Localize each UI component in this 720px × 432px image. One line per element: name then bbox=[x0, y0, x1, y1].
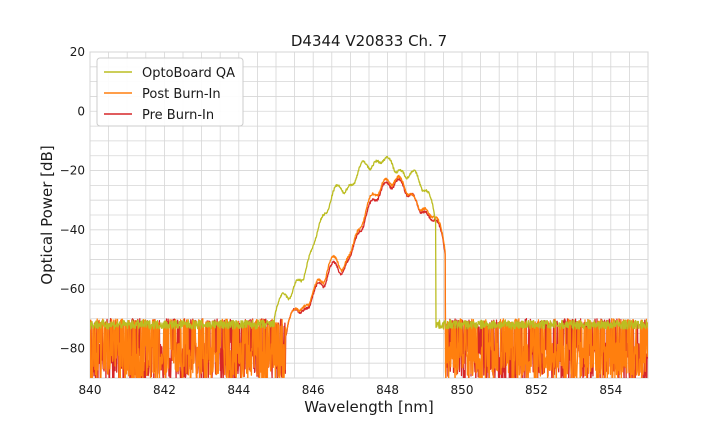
series-lines bbox=[90, 155, 648, 378]
chart-title: D4344 V20833 Ch. 7 bbox=[291, 32, 447, 50]
series-line bbox=[90, 174, 648, 378]
y-tick-label: −80 bbox=[60, 341, 85, 355]
legend-label: Post Burn-In bbox=[142, 87, 221, 102]
x-tick-label: 848 bbox=[376, 383, 399, 397]
x-tick-labels: 840 842 844 846 848 850 852 854 bbox=[79, 383, 623, 397]
x-tick-label: 854 bbox=[599, 383, 622, 397]
y-axis-label: Optical Power [dB] bbox=[38, 145, 56, 284]
series-line bbox=[90, 155, 648, 330]
x-tick-label: 842 bbox=[153, 383, 176, 397]
x-tick-label: 844 bbox=[227, 383, 250, 397]
x-axis-label: Wavelength [nm] bbox=[304, 398, 434, 416]
y-tick-label: −20 bbox=[60, 164, 85, 178]
x-tick-label: 850 bbox=[451, 383, 474, 397]
legend-label: OptoBoard QA bbox=[142, 66, 235, 81]
y-tick-label: −60 bbox=[60, 282, 85, 296]
x-tick-label: 840 bbox=[79, 383, 102, 397]
x-tick-label: 852 bbox=[525, 383, 548, 397]
y-tick-label: 0 bbox=[77, 104, 85, 118]
y-tick-label: −40 bbox=[60, 223, 85, 237]
legend: OptoBoard QA Post Burn-In Pre Burn-In bbox=[96, 57, 244, 127]
y-tick-labels: 20 0 −20 −40 −60 −80 bbox=[60, 45, 85, 355]
legend-box bbox=[96, 57, 244, 127]
x-tick-label: 846 bbox=[302, 383, 325, 397]
y-tick-label: 20 bbox=[70, 45, 85, 59]
legend-label: Pre Burn-In bbox=[142, 108, 214, 123]
